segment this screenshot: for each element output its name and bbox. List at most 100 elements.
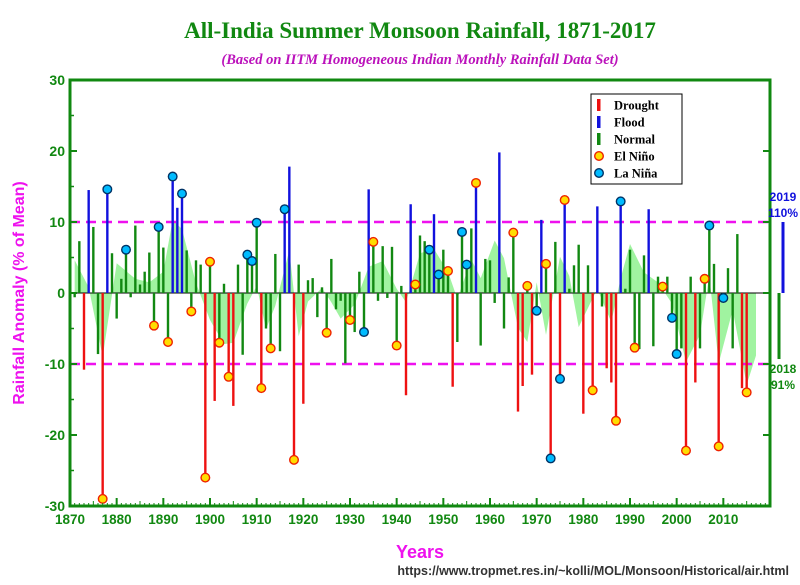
el-nino-marker-1944 <box>410 279 421 290</box>
x-tick-label: 1880 <box>102 512 132 527</box>
bar-1911 <box>260 293 263 389</box>
bar-2002 <box>684 293 688 451</box>
bar-1909 <box>250 261 254 293</box>
bar-1885 <box>138 284 142 293</box>
bar-1898 <box>199 264 202 293</box>
bar-1910 <box>255 222 258 293</box>
bar-2009 <box>717 293 720 447</box>
la-nina-marker-1988 <box>615 196 626 207</box>
la-nina-marker-2007 <box>704 220 715 231</box>
la-nina-marker-1916 <box>279 204 290 215</box>
bar-1947 <box>428 249 431 293</box>
x-tick-label: 2000 <box>662 512 692 527</box>
annotation-2018-label: 91% <box>771 378 795 392</box>
bar-2014 <box>740 293 744 389</box>
la-nina-marker-2000 <box>671 349 682 360</box>
annotations: 2019 110% 2018 91% <box>768 190 798 392</box>
el-nino-marker-1935 <box>368 236 379 247</box>
legend-label: Normal <box>614 133 655 147</box>
legend-swatch-2 <box>597 133 601 145</box>
bar-1964 <box>507 277 510 293</box>
y-tick-label: 20 <box>49 143 65 159</box>
bar-1957 <box>474 182 478 293</box>
bar-1965 <box>512 232 515 293</box>
bar-1924 <box>320 287 324 293</box>
bar-1925 <box>325 293 328 333</box>
x-tick-label: 1930 <box>335 512 365 527</box>
plot-area <box>70 152 770 504</box>
el-nino-marker-2015 <box>741 387 752 398</box>
el-nino-marker-1904 <box>223 371 234 382</box>
bar-1918 <box>292 293 296 460</box>
bar-1975 <box>558 293 562 379</box>
bar-1960 <box>488 260 492 293</box>
y-tick-label: 0 <box>57 285 65 301</box>
y-tick-label: 30 <box>49 72 65 88</box>
el-nino-marker-1902 <box>214 337 225 348</box>
la-nina-marker-1973 <box>545 453 556 464</box>
el-nino-marker-1965 <box>508 227 519 238</box>
x-tick-label: 1870 <box>55 512 85 527</box>
bar-2003 <box>689 276 692 293</box>
bar-1980 <box>582 293 585 414</box>
legend-label: Flood <box>614 116 645 130</box>
bar-1877 <box>101 293 104 499</box>
chart-title: All-India Summer Monsoon Rainfall, 1871-… <box>184 18 656 43</box>
la-nina-marker-1999 <box>667 312 678 323</box>
bar-1902 <box>218 293 221 343</box>
bar-1982 <box>591 293 594 391</box>
bar-1979 <box>577 244 580 293</box>
el-nino-marker-1976 <box>559 194 570 205</box>
bar-1946 <box>423 241 426 293</box>
y-axis-label: Rainfall Anomaly (% of Mean) <box>11 181 28 404</box>
la-nina-marker-2010 <box>718 292 729 303</box>
bar-1899 <box>204 293 207 478</box>
bar-1906 <box>236 264 240 293</box>
bar-1887 <box>148 252 151 293</box>
bar-1883 <box>129 293 132 298</box>
la-nina-marker-1909 <box>246 256 257 267</box>
la-nina-marker-1910 <box>251 217 262 228</box>
bar-2006 <box>703 278 706 293</box>
bar-1891 <box>166 293 170 342</box>
la-nina-marker-1889 <box>153 221 164 232</box>
legend-marker-4 <box>594 167 605 178</box>
bar-1999 <box>670 293 674 318</box>
bar-1888 <box>152 293 156 326</box>
bar-1983 <box>596 206 599 293</box>
bar-1884 <box>134 225 137 293</box>
bar-1978 <box>572 265 576 293</box>
bar-2008 <box>712 263 716 293</box>
bar-1994 <box>647 209 650 293</box>
bar-1951 <box>446 270 450 293</box>
bar-1900 <box>208 261 212 293</box>
bar-2001 <box>680 293 683 349</box>
bar-1921 <box>306 280 310 293</box>
x-tick-label: 1970 <box>522 512 552 527</box>
bar-1955 <box>465 264 468 293</box>
axes: -30 -20 -10 0 10 20 30 1870 1880 1890 1900 1910 1920… <box>45 72 771 527</box>
bar-1973 <box>549 293 552 459</box>
x-tick-label: 1980 <box>568 512 598 527</box>
bar-1908 <box>246 254 249 293</box>
bar-1987 <box>614 293 618 421</box>
bar-2012 <box>731 293 734 349</box>
bar-1943 <box>409 204 412 293</box>
bar-1938 <box>386 293 389 298</box>
annotation-2019-year: 2019 <box>770 190 797 204</box>
el-nino-marker-1968 <box>522 280 533 291</box>
bar-1949 <box>437 274 440 293</box>
bar-1945 <box>418 235 422 293</box>
bar-1904 <box>227 293 230 377</box>
bar-1926 <box>330 258 333 293</box>
bar-1879 <box>110 253 114 293</box>
el-nino-marker-2006 <box>699 273 710 284</box>
x-axis-label: Years <box>396 542 444 562</box>
bar-1956 <box>470 228 473 293</box>
bar-1933 <box>362 293 366 333</box>
el-nino-marker-1925 <box>321 327 332 338</box>
bar-1935 <box>372 241 375 293</box>
bar-1967 <box>521 293 524 387</box>
annotation-2019-label: 110% <box>768 206 798 220</box>
legend: Drought Flood Normal El Niño La Niña <box>590 93 683 185</box>
